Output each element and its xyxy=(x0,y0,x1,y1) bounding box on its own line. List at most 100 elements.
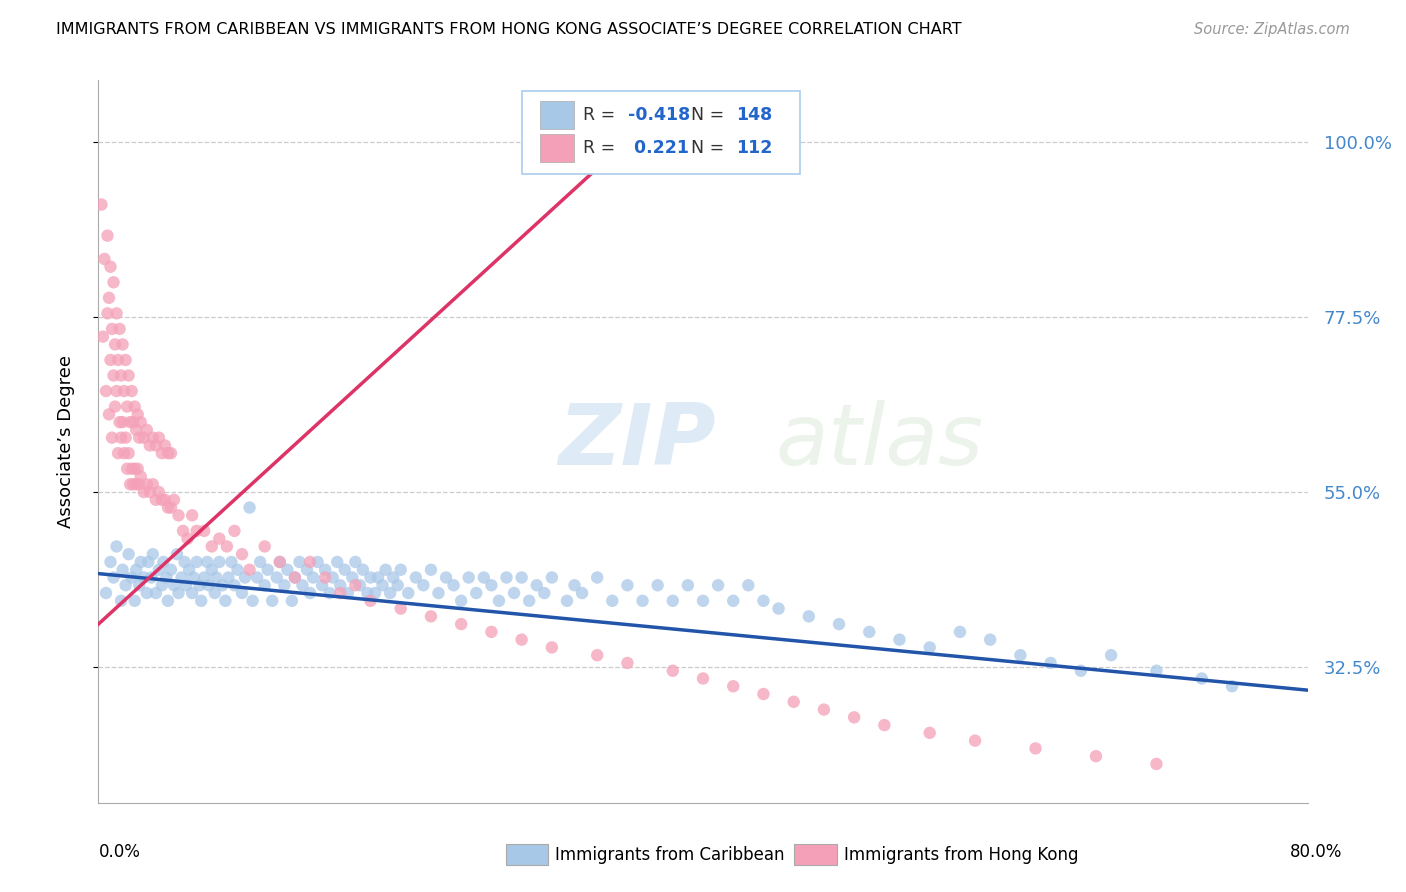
Point xyxy=(111,563,134,577)
Point xyxy=(160,500,183,515)
Point xyxy=(314,563,336,577)
Point xyxy=(434,570,457,584)
Point xyxy=(156,446,179,460)
Point xyxy=(481,624,503,639)
Point xyxy=(141,570,163,584)
Point xyxy=(314,570,336,584)
Point xyxy=(692,594,714,608)
Point xyxy=(142,477,165,491)
Point xyxy=(364,586,387,600)
FancyBboxPatch shape xyxy=(522,91,800,174)
Point xyxy=(163,578,186,592)
Point xyxy=(367,570,389,584)
Point xyxy=(224,578,246,592)
Point xyxy=(647,578,669,592)
FancyBboxPatch shape xyxy=(540,135,574,162)
Point xyxy=(114,353,136,368)
Point xyxy=(181,508,204,523)
Point xyxy=(356,586,378,600)
Point xyxy=(176,532,198,546)
Point xyxy=(201,540,224,554)
Point xyxy=(1024,741,1046,756)
Point xyxy=(105,306,128,320)
Point xyxy=(420,609,443,624)
Point xyxy=(371,578,394,592)
Point xyxy=(108,415,131,429)
Point xyxy=(488,594,510,608)
Point xyxy=(253,540,276,554)
Point xyxy=(1070,664,1092,678)
Point xyxy=(858,624,880,639)
Point xyxy=(155,570,177,584)
Point xyxy=(602,594,624,608)
Point xyxy=(115,461,138,475)
Text: Source: ZipAtlas.com: Source: ZipAtlas.com xyxy=(1194,22,1350,37)
Point xyxy=(103,275,125,289)
Point xyxy=(183,570,205,584)
Point xyxy=(1220,679,1243,693)
Point xyxy=(427,586,450,600)
Point xyxy=(1144,664,1167,678)
Point xyxy=(1099,648,1122,663)
Point xyxy=(118,368,141,383)
Point xyxy=(336,586,359,600)
Point xyxy=(217,570,239,584)
Point xyxy=(111,337,134,351)
Point xyxy=(153,438,176,452)
Point xyxy=(93,252,115,266)
Point xyxy=(481,578,503,592)
Point xyxy=(965,733,987,747)
Point xyxy=(129,415,152,429)
Text: R =: R = xyxy=(583,106,621,124)
Point xyxy=(979,632,1001,647)
Point xyxy=(174,578,197,592)
Point xyxy=(145,586,167,600)
Point xyxy=(387,578,409,592)
Point xyxy=(193,570,215,584)
Point xyxy=(242,594,264,608)
Point xyxy=(90,197,112,211)
Point xyxy=(128,477,150,491)
Point xyxy=(472,570,495,584)
Point xyxy=(239,563,262,577)
Point xyxy=(103,570,125,584)
Point xyxy=(224,524,246,538)
Point xyxy=(266,570,288,584)
Point xyxy=(166,547,188,561)
Point xyxy=(918,640,941,655)
Point xyxy=(150,492,173,507)
Point xyxy=(420,563,443,577)
Point xyxy=(707,578,730,592)
Text: N =: N = xyxy=(690,106,730,124)
Point xyxy=(156,500,179,515)
Point xyxy=(108,322,131,336)
Point xyxy=(211,578,233,592)
Point xyxy=(389,601,412,615)
Point xyxy=(299,555,322,569)
Point xyxy=(195,555,218,569)
Point xyxy=(1191,672,1213,686)
Point xyxy=(221,555,243,569)
Point xyxy=(145,438,167,452)
Point xyxy=(127,461,149,475)
Point xyxy=(443,578,465,592)
Point xyxy=(405,570,427,584)
Point xyxy=(132,570,155,584)
Point xyxy=(101,431,124,445)
Point xyxy=(329,586,352,600)
Point xyxy=(269,555,291,569)
Point xyxy=(495,570,517,584)
Point xyxy=(233,570,256,584)
Point xyxy=(150,578,173,592)
Point xyxy=(797,609,820,624)
Point xyxy=(112,384,135,398)
Text: atlas: atlas xyxy=(776,400,984,483)
Point xyxy=(360,570,382,584)
Point xyxy=(114,578,136,592)
Point xyxy=(156,594,179,608)
Point xyxy=(450,594,472,608)
Point xyxy=(167,508,190,523)
Point xyxy=(302,570,325,584)
Point xyxy=(172,524,194,538)
Point xyxy=(737,578,759,592)
